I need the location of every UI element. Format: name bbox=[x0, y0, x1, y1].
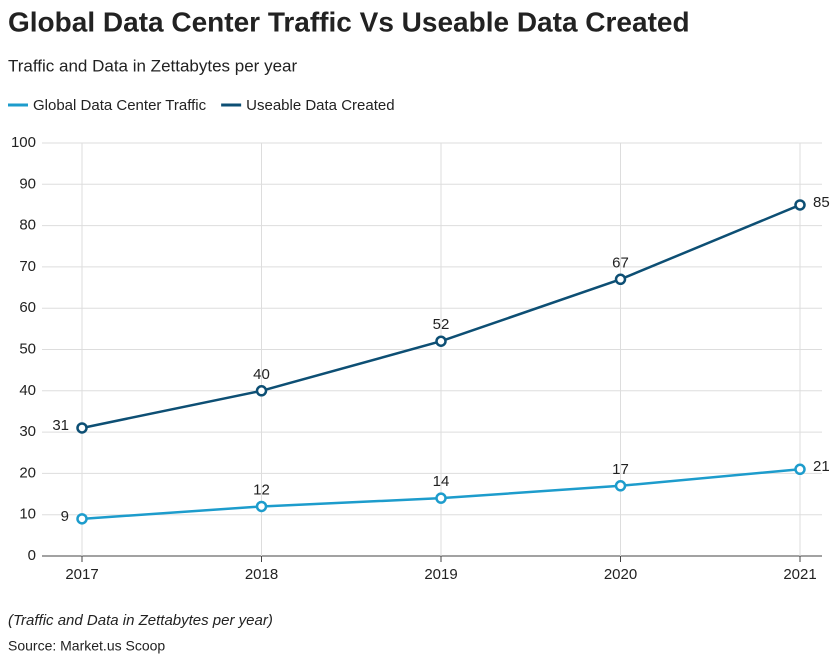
x-tick-label: 2017 bbox=[65, 566, 98, 583]
x-tick-label: 2018 bbox=[245, 566, 278, 583]
y-tick-label: 10 bbox=[19, 506, 36, 523]
note: (Traffic and Data in Zettabytes per year… bbox=[8, 612, 273, 629]
source: Source: Market.us Scoop bbox=[8, 638, 165, 654]
data-point bbox=[76, 513, 88, 525]
data-label: 31 bbox=[52, 417, 69, 434]
legend-label: Useable Data Created bbox=[246, 97, 394, 114]
data-point bbox=[794, 463, 806, 476]
data-point bbox=[614, 480, 627, 492]
data-label: 67 bbox=[612, 254, 629, 271]
data-point bbox=[255, 385, 268, 397]
x-tick-label: 2021 bbox=[783, 566, 816, 583]
data-point bbox=[794, 199, 806, 211]
data-label: 85 bbox=[813, 194, 830, 211]
y-tick-label: 70 bbox=[19, 258, 36, 275]
data-point bbox=[435, 492, 447, 504]
data-label: 40 bbox=[253, 366, 270, 383]
chart-title: Global Data Center Traffic Vs Useable Da… bbox=[8, 6, 690, 37]
y-tick-label: 80 bbox=[19, 217, 36, 234]
data-point bbox=[435, 335, 447, 347]
data-label: 52 bbox=[433, 316, 450, 333]
data-label: 17 bbox=[612, 461, 629, 478]
chart-subtitle: Traffic and Data in Zettabytes per year bbox=[8, 56, 297, 75]
data-point bbox=[76, 422, 88, 434]
y-tick-label: 40 bbox=[19, 382, 36, 399]
y-tick-label: 0 bbox=[28, 547, 36, 564]
y-tick-label: 50 bbox=[19, 340, 36, 357]
y-tick-label: 100 bbox=[11, 134, 36, 151]
x-tick-label: 2019 bbox=[424, 566, 457, 583]
data-label: 9 bbox=[61, 508, 69, 525]
y-tick-label: 90 bbox=[19, 175, 36, 192]
y-tick-label: 20 bbox=[19, 464, 36, 481]
data-label: 12 bbox=[253, 481, 270, 498]
y-tick-label: 60 bbox=[19, 299, 36, 316]
data-point bbox=[614, 273, 627, 286]
y-tick-label: 30 bbox=[19, 423, 36, 440]
legend-label: Global Data Center Traffic bbox=[33, 97, 207, 114]
data-point bbox=[255, 500, 268, 513]
x-tick-label: 2020 bbox=[604, 566, 637, 583]
data-label: 21 bbox=[813, 458, 830, 475]
data-label: 14 bbox=[433, 473, 450, 490]
